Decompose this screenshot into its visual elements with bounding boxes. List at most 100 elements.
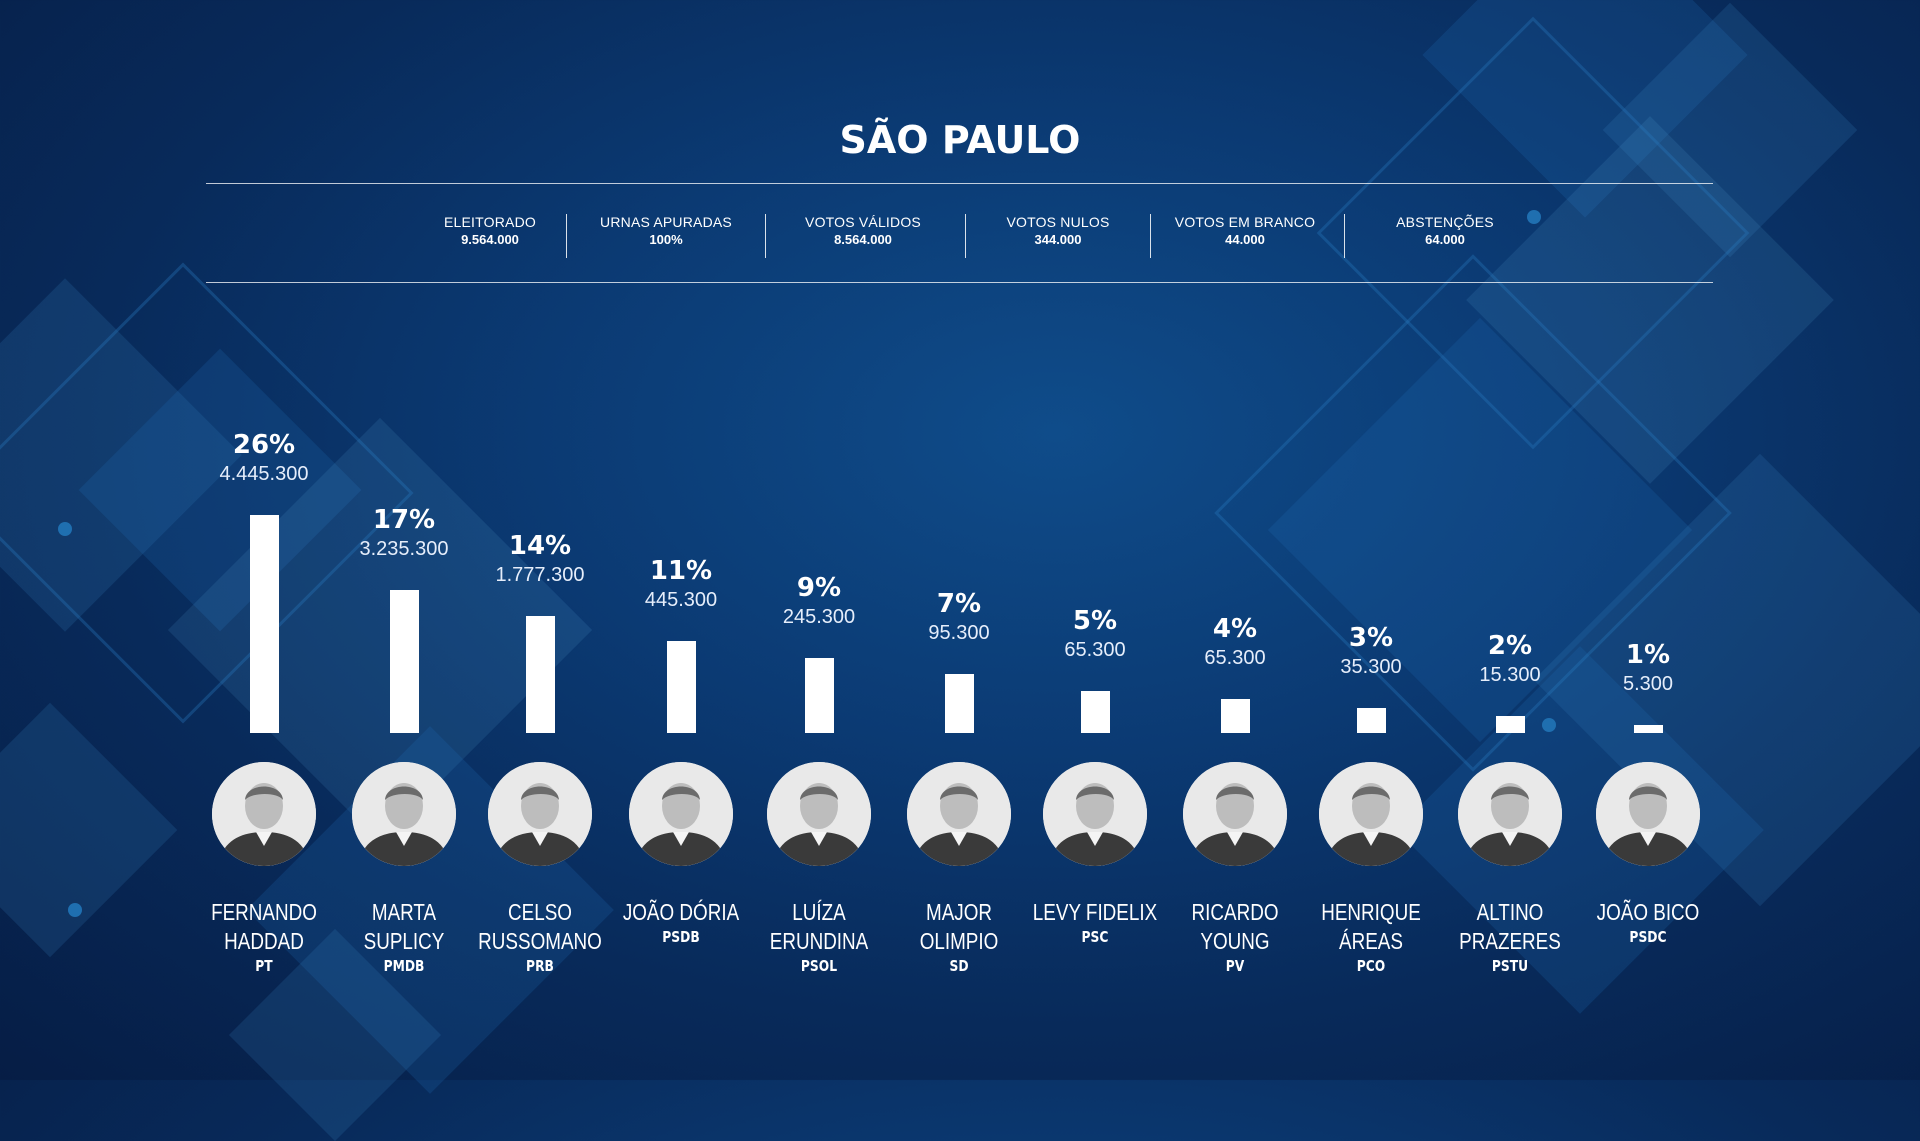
name-line: MAJOR OLIMPIO (919, 899, 999, 954)
votes-label: 3.235.300 (359, 538, 449, 561)
votes-label: 245.300 (782, 605, 856, 628)
candidate-name: ALTINO PRAZERES PSTU (1440, 898, 1579, 976)
stat-value: 100% (649, 232, 683, 247)
percent-label: 4% (1212, 614, 1258, 645)
percent-label: 2% (1487, 631, 1533, 662)
party-label: PSOL (800, 957, 838, 975)
stats-separator (566, 214, 567, 258)
bar-4 (666, 640, 696, 733)
stats-separator (765, 214, 766, 258)
party-label: PCO (1356, 957, 1386, 975)
name-line: FERNANDO (211, 899, 317, 925)
stat-urnas-apuradas: URNAS APURADAS 100% (566, 214, 766, 248)
stat-value: 44.000 (1225, 232, 1265, 247)
stats-separator (1150, 214, 1151, 258)
stat-label: ABSTENÇÕES (1396, 214, 1494, 230)
percent-label: 14% (508, 530, 572, 561)
results-bar-chart: 26% 4.445.300 FERNANDO HADDAD PT 17% 3.235.300… (194, 430, 1717, 976)
name-line: ERUNDINA (769, 928, 869, 954)
name-line: JOÃO DÓRIA (622, 899, 740, 925)
candidate-photo (1458, 762, 1562, 866)
votes-label: 35.300 (1340, 655, 1402, 678)
percent-label: 17% (372, 505, 436, 536)
candidate-photo (1183, 762, 1287, 866)
candidate-name: JOÃO BICO PSDC (1578, 898, 1717, 947)
candidate-photo (1043, 762, 1147, 866)
stat-votos-em-branco: VOTOS EM BRANCO 44.000 (1145, 214, 1345, 248)
votes-label: 1.777.300 (495, 563, 585, 586)
stat-value: 8.564.000 (834, 232, 892, 247)
party-label: SD (949, 957, 969, 975)
stat-value: 64.000 (1425, 232, 1465, 247)
candidate-photo (767, 762, 871, 866)
name-line: LEVY FIDELIX (1032, 899, 1158, 925)
percent-label: 11% (649, 555, 713, 586)
candidate-name: JOÃO DÓRIA PSDB (611, 898, 750, 947)
candidate-name: RICARDO YOUNG PV (1165, 898, 1304, 976)
candidate-name: CELSO RUSSOMANO PRB (470, 898, 609, 976)
candidate-name: LUÍZA ERUNDINA PSOL (749, 898, 888, 976)
percent-label: 7% (936, 589, 982, 620)
bar-8 (1220, 699, 1250, 733)
bar-2 (389, 590, 419, 733)
name-line: HADDAD (224, 928, 304, 954)
stat-label: VOTOS EM BRANCO (1174, 214, 1316, 230)
name-line: PRAZERES (1459, 928, 1561, 954)
bar-10 (1495, 716, 1525, 733)
stat-eleitorado: ELEITORADO 9.564.000 (390, 214, 590, 248)
name-line: ÁREAS (1339, 928, 1403, 954)
candidate-name: MAJOR OLIMPIO SD (889, 898, 1028, 976)
votes-label: 445.300 (644, 588, 718, 611)
bar-9 (1356, 707, 1386, 733)
stat-label: VOTOS NULOS (1006, 214, 1110, 230)
name-line: MARTA SUPLICY (363, 899, 445, 954)
percent-label: 9% (796, 572, 842, 603)
party-label: PT (255, 957, 273, 975)
name-line: RICARDO (1191, 899, 1279, 925)
party-label: PSC (1081, 928, 1109, 946)
party-label: PSDC (1629, 928, 1667, 946)
candidate-name: FERNANDO HADDAD PT (194, 898, 333, 976)
percent-label: 26% (232, 430, 296, 460)
candidate-name: LEVY FIDELIX PSC (1025, 898, 1164, 947)
bar-6 (944, 674, 974, 733)
name-line: YOUNG (1200, 928, 1270, 954)
name-line: HENRIQUE (1321, 899, 1421, 925)
stat-votos-nulos: VOTOS NULOS 344.000 (958, 214, 1158, 248)
name-line: LUÍZA (792, 899, 846, 925)
bar-11 (1633, 724, 1663, 733)
stats-separator (1344, 214, 1345, 258)
name-line: ALTINO (1476, 899, 1544, 925)
percent-label: 1% (1625, 639, 1671, 670)
candidate-name: MARTA SUPLICY PMDB (334, 898, 473, 976)
votes-label: 65.300 (1064, 639, 1126, 662)
bar-3 (525, 615, 555, 733)
candidate-photo (629, 762, 733, 866)
party-label: PMDB (383, 957, 425, 975)
candidate-name: HENRIQUE ÁREAS PCO (1301, 898, 1440, 976)
stats-separator (965, 214, 966, 258)
party-label: PRB (526, 957, 554, 975)
stat-value: 344.000 (1034, 232, 1082, 247)
votes-label: 4.445.300 (219, 463, 309, 485)
stats-bar: ELEITORADO 9.564.000 URNAS APURADAS 100%… (0, 214, 1920, 258)
candidate-photo (1319, 762, 1423, 866)
votes-label: 15.300 (1479, 664, 1541, 687)
candidate-photo (907, 762, 1011, 866)
top-divider (206, 183, 1713, 184)
stat-label: ELEITORADO (444, 214, 536, 230)
bar-1 (249, 515, 279, 733)
candidate-photo (488, 762, 592, 866)
name-line: RUSSOMANO (478, 928, 602, 954)
name-line: CELSO (508, 899, 572, 925)
votes-label: 65.300 (1204, 647, 1266, 670)
percent-label: 3% (1348, 622, 1394, 653)
stat-label: URNAS APURADAS (600, 214, 732, 230)
votes-label: 95.300 (928, 622, 990, 645)
bottom-divider (206, 282, 1713, 283)
stat-votos-validos: VOTOS VÁLIDOS 8.564.000 (763, 214, 963, 248)
bar-5 (804, 657, 834, 733)
party-label: PSTU (1491, 957, 1529, 975)
name-line: JOÃO BICO (1596, 899, 1700, 925)
party-label: PV (1225, 957, 1245, 975)
